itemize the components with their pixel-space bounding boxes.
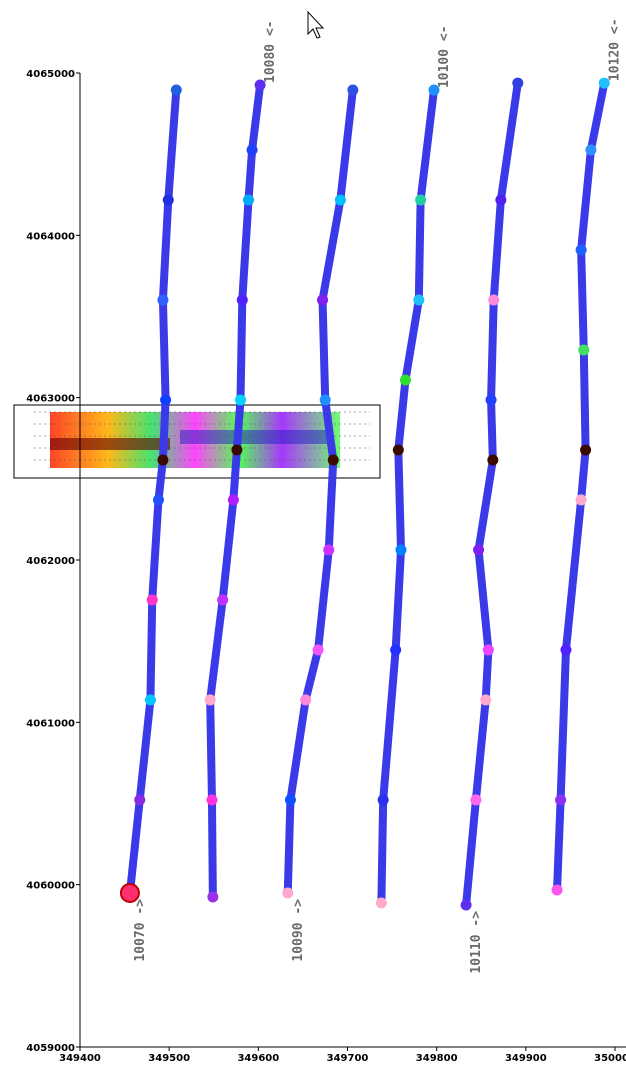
survey-point bbox=[205, 694, 216, 705]
survey-point bbox=[470, 794, 481, 805]
survey-point bbox=[134, 794, 145, 805]
survey-line bbox=[381, 90, 434, 903]
map: 4059000406000040610004062000406300040640… bbox=[0, 0, 626, 1076]
survey-point bbox=[163, 194, 174, 205]
survey-point bbox=[552, 885, 563, 896]
survey-point bbox=[160, 394, 171, 405]
survey-point bbox=[487, 455, 498, 466]
survey-point bbox=[512, 78, 523, 89]
survey-point bbox=[393, 444, 404, 455]
survey-point bbox=[495, 194, 506, 205]
survey-point bbox=[560, 644, 571, 655]
survey-point bbox=[282, 887, 293, 898]
survey-point bbox=[413, 294, 424, 305]
line-label: 10100 <- bbox=[437, 25, 452, 88]
line-label: 10110 -> bbox=[469, 911, 484, 974]
survey-point bbox=[328, 455, 339, 466]
survey-point bbox=[300, 694, 311, 705]
x-tick-label: 349500 bbox=[148, 1053, 190, 1064]
survey-point bbox=[207, 892, 218, 903]
y-tick-label: 4061000 bbox=[26, 718, 75, 729]
survey-line bbox=[557, 83, 604, 890]
y-tick-label: 4064000 bbox=[26, 231, 75, 242]
survey-point bbox=[461, 899, 472, 910]
y-tick-label: 4065000 bbox=[26, 69, 75, 80]
survey-point bbox=[480, 694, 491, 705]
line-label: 10080 <- bbox=[263, 20, 278, 83]
line-label: 10120 <- bbox=[607, 18, 622, 81]
survey-point bbox=[486, 394, 497, 405]
survey-point bbox=[320, 394, 331, 405]
survey-point bbox=[317, 294, 328, 305]
mouse-cursor bbox=[308, 12, 323, 38]
survey-point bbox=[206, 794, 217, 805]
survey-point bbox=[483, 644, 494, 655]
survey-line bbox=[210, 85, 260, 897]
survey-line bbox=[288, 90, 353, 893]
line-label: 10070 -> bbox=[133, 899, 148, 962]
survey-point bbox=[235, 394, 246, 405]
x-tick-label: 349900 bbox=[505, 1053, 547, 1064]
survey-point bbox=[147, 594, 158, 605]
survey-point bbox=[578, 344, 589, 355]
survey-point bbox=[390, 644, 401, 655]
survey-line bbox=[466, 83, 518, 905]
survey-point bbox=[396, 544, 407, 555]
survey-point bbox=[313, 644, 324, 655]
x-tick-label: 349800 bbox=[416, 1053, 458, 1064]
survey-point bbox=[243, 194, 254, 205]
survey-point bbox=[580, 444, 591, 455]
survey-point bbox=[555, 794, 566, 805]
survey-point bbox=[247, 144, 258, 155]
y-tick-label: 4063000 bbox=[26, 394, 75, 405]
x-tick-label: 349600 bbox=[237, 1053, 279, 1064]
page: {"chart_data": {"type": "survey-lines", … bbox=[0, 0, 626, 1076]
survey-point bbox=[323, 544, 334, 555]
survey-point bbox=[378, 794, 389, 805]
survey-point bbox=[153, 494, 164, 505]
survey-point bbox=[157, 455, 168, 466]
survey-point bbox=[473, 544, 484, 555]
x-tick-label: 349400 bbox=[59, 1053, 101, 1064]
survey-line bbox=[130, 90, 176, 893]
survey-point bbox=[145, 694, 156, 705]
x-tick-label: 350000 bbox=[594, 1053, 626, 1064]
survey-point bbox=[228, 494, 239, 505]
survey-point bbox=[376, 898, 387, 909]
y-tick-label: 4060000 bbox=[26, 881, 75, 892]
survey-point bbox=[335, 194, 346, 205]
survey-point bbox=[585, 144, 596, 155]
survey-point bbox=[285, 794, 296, 805]
line-label: 10090 -> bbox=[291, 899, 306, 962]
survey-point bbox=[415, 194, 426, 205]
survey-point bbox=[488, 294, 499, 305]
y-tick-label: 4062000 bbox=[26, 556, 75, 567]
survey-point bbox=[347, 85, 358, 96]
survey-point bbox=[217, 594, 228, 605]
survey-point bbox=[157, 294, 168, 305]
survey-point bbox=[171, 85, 182, 96]
survey-point bbox=[400, 374, 411, 385]
survey-point bbox=[231, 444, 242, 455]
survey-point bbox=[576, 244, 587, 255]
survey-point bbox=[576, 494, 587, 505]
survey-point bbox=[237, 294, 248, 305]
x-tick-label: 349700 bbox=[327, 1053, 369, 1064]
